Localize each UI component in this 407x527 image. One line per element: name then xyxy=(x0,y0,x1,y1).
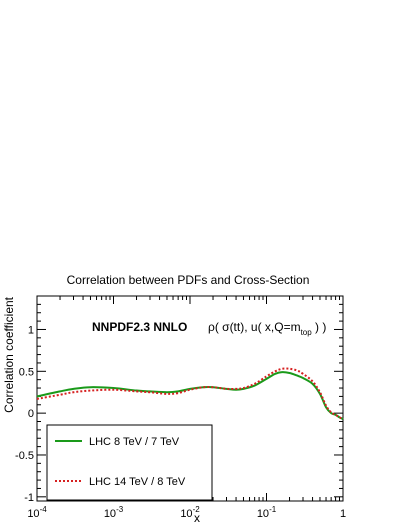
x-tick-label: 10-1 xyxy=(257,505,277,520)
pdf-set-annotation: NNPDF2.3 NNLO xyxy=(92,320,187,334)
y-tick-label: 0.5 xyxy=(19,366,34,378)
y-tick-label: -0.5 xyxy=(15,450,34,462)
y-axis-label-group: Correlation coefficient xyxy=(2,296,16,413)
series-lines xyxy=(36,367,344,420)
legend-label-series-1: LHC 8 TeV / 7 TeV xyxy=(89,436,180,448)
x-tick-label: 10-3 xyxy=(104,505,124,520)
x-tick-label-base: 10 xyxy=(180,508,192,520)
x-tick-label-exponent: -2 xyxy=(193,505,201,514)
observable-annotation-end: ) ) xyxy=(312,320,327,334)
x-tick-label-exponent: -4 xyxy=(40,505,48,514)
observable-annotation-main: ρ( σ(tt), u( x,Q=m xyxy=(208,320,301,334)
observable-annotation-subscript: top xyxy=(301,328,313,337)
observable-annotation: ρ( σ(tt), u( x,Q=mtop ) ) xyxy=(208,320,326,337)
axis-tick-labels: 10-4 10-3 10-2 10-1 110.50-0.5-1 xyxy=(15,324,346,520)
x-tick-label-base: 10 xyxy=(257,508,269,520)
legend-label-series-2: LHC 14 TeV / 8 TeV xyxy=(89,476,186,488)
chart-title: Correlation between PDFs and Cross-Secti… xyxy=(67,273,310,287)
x-tick-label-base: 10 xyxy=(27,508,39,520)
x-tick-label: 10-4 xyxy=(27,505,47,520)
x-tick-label-exponent: -3 xyxy=(116,505,124,514)
x-axis-label: x xyxy=(194,511,200,525)
y-axis-label: Correlation coefficient xyxy=(2,296,16,413)
legend-box xyxy=(46,424,213,501)
series-line-1 xyxy=(36,371,344,420)
legend: LHC 8 TeV / 7 TeV LHC 14 TeV / 8 TeV xyxy=(46,424,213,501)
x-tick-label: 1 xyxy=(340,508,346,520)
x-tick-label: 10-2 xyxy=(180,505,200,520)
y-tick-label: 0 xyxy=(28,408,34,420)
x-tick-label-base: 1 xyxy=(340,508,346,520)
x-tick-label-base: 10 xyxy=(104,508,116,520)
series-line-2 xyxy=(36,367,344,420)
x-tick-label-exponent: -1 xyxy=(269,505,277,514)
y-tick-label: 1 xyxy=(28,324,34,336)
y-tick-label: -1 xyxy=(24,492,34,504)
